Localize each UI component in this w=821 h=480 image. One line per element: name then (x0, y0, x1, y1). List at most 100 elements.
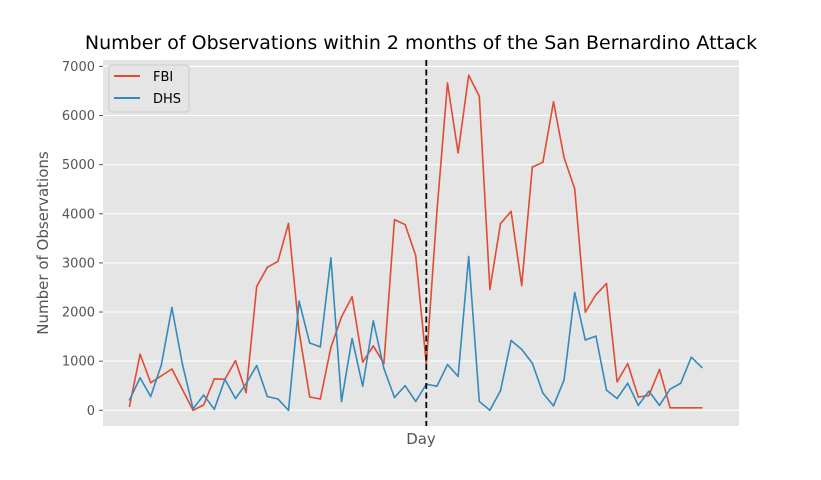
data-point-dhs (234, 397, 237, 400)
data-point-dhs (383, 367, 385, 370)
data-point-fbi (436, 211, 438, 213)
data-point-dhs (372, 320, 375, 322)
data-point-fbi (446, 82, 449, 84)
data-point-dhs (255, 364, 258, 367)
data-point-dhs (542, 392, 544, 394)
data-point-fbi (701, 407, 703, 409)
data-point-fbi (171, 368, 173, 370)
data-point-dhs (658, 404, 661, 407)
y-tick-label: 3000 (62, 256, 95, 271)
data-point-fbi (340, 316, 343, 318)
data-point-fbi (679, 407, 682, 409)
data-point-dhs (287, 409, 290, 412)
legend-label-fbi: FBI (153, 70, 173, 85)
data-point-fbi (595, 294, 597, 296)
data-point-dhs (308, 342, 311, 344)
data-point-fbi (160, 375, 163, 377)
data-point-fbi (255, 285, 258, 288)
data-point-dhs (213, 408, 216, 411)
data-point-dhs (149, 395, 152, 398)
data-point-dhs (436, 385, 438, 388)
chart-title: Number of Observations within 2 months o… (85, 32, 757, 54)
data-point-dhs (446, 363, 449, 366)
data-point-fbi (542, 161, 544, 163)
data-point-dhs (584, 339, 587, 341)
data-point-dhs (605, 389, 608, 391)
data-point-dhs (648, 390, 650, 392)
data-point-dhs (690, 356, 693, 359)
data-point-fbi (648, 394, 650, 397)
data-point-fbi (531, 166, 534, 168)
data-point-fbi (234, 359, 237, 362)
data-point-fbi (393, 218, 396, 221)
y-tick-label: 2000 (62, 306, 95, 321)
data-point-fbi (414, 254, 417, 257)
legend: FBI DHS (108, 64, 190, 113)
data-point-dhs (595, 335, 597, 337)
data-point-dhs (160, 364, 163, 366)
data-point-fbi (181, 388, 184, 391)
data-point-dhs (361, 385, 364, 388)
data-point-fbi (552, 100, 555, 103)
plot-area (103, 60, 739, 426)
data-point-fbi (361, 361, 364, 363)
data-point-dhs (563, 379, 565, 381)
data-point-fbi (563, 156, 565, 159)
data-point-dhs (128, 399, 131, 401)
y-tick-label: 4000 (62, 207, 95, 222)
data-point-dhs (637, 404, 640, 407)
data-point-dhs (478, 400, 481, 403)
data-point-dhs (181, 363, 184, 366)
data-point-fbi (573, 187, 576, 190)
data-point-dhs (701, 366, 703, 369)
data-point-fbi (372, 345, 375, 347)
x-axis-label: Day (406, 430, 436, 448)
data-point-fbi (192, 409, 194, 412)
y-axis-label: Number of Observations (34, 151, 52, 335)
data-point-dhs (393, 396, 396, 399)
data-point-dhs (192, 408, 194, 410)
data-point-fbi (478, 95, 481, 98)
data-point-fbi (287, 222, 290, 225)
data-point-dhs (616, 397, 618, 400)
data-point-dhs (552, 405, 555, 407)
data-point-fbi (202, 404, 205, 406)
data-point-dhs (224, 378, 226, 381)
data-point-fbi (510, 210, 512, 213)
y-tick-label: 0 (87, 404, 95, 419)
data-point-fbi (489, 288, 491, 291)
data-point-dhs (510, 339, 512, 342)
data-point-dhs (404, 384, 406, 387)
data-point-fbi (584, 311, 587, 313)
data-point-dhs (319, 346, 322, 348)
data-point-dhs (489, 409, 491, 412)
data-point-fbi (658, 368, 661, 371)
data-point-fbi (616, 380, 618, 383)
data-point-fbi (330, 346, 332, 349)
data-point-dhs (531, 362, 534, 364)
y-axis: 0 1000 2000 3000 4000 5000 6000 7000 (62, 60, 103, 419)
data-point-fbi (467, 74, 470, 77)
y-tick-label: 5000 (62, 158, 95, 173)
data-point-dhs (669, 388, 671, 390)
legend-label-dhs: DHS (153, 92, 181, 107)
data-point-fbi (277, 260, 279, 263)
data-point-dhs (171, 306, 173, 309)
data-point-fbi (266, 266, 269, 269)
data-point-dhs (573, 291, 576, 294)
data-point-fbi (245, 391, 247, 394)
data-point-dhs (139, 377, 141, 379)
data-point-dhs (330, 257, 332, 259)
data-point-dhs (499, 389, 502, 392)
data-point-dhs (351, 337, 353, 340)
y-tick-label: 1000 (62, 355, 95, 370)
data-point-fbi (520, 284, 523, 287)
data-point-dhs (457, 375, 459, 378)
data-point-dhs (414, 400, 417, 403)
data-point-fbi (319, 398, 322, 400)
data-point-dhs (340, 400, 343, 403)
series-lines (128, 74, 703, 412)
data-point-fbi (605, 282, 608, 285)
data-point-dhs (202, 394, 205, 396)
